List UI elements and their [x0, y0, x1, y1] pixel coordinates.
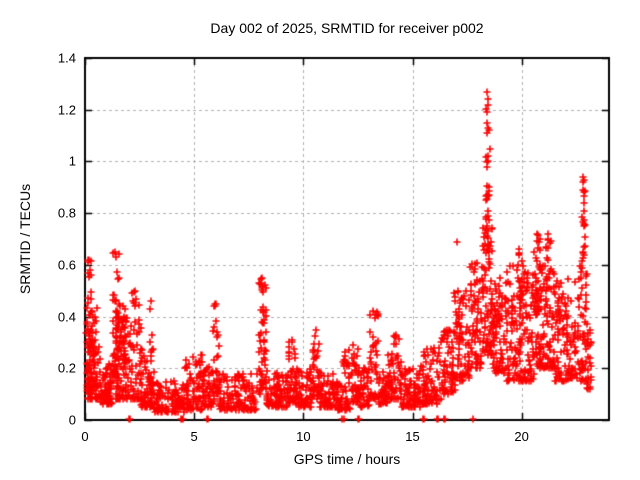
x-tick-label: 15: [405, 429, 420, 444]
y-tick-label: 0.6: [57, 257, 76, 273]
y-tick-label: 1.4: [57, 50, 76, 66]
x-tick-label: 5: [190, 429, 198, 444]
y-tick-label: 1: [68, 153, 76, 169]
y-tick-label: 0.8: [57, 205, 76, 221]
x-tick-label: 20: [514, 429, 529, 444]
y-tick-label: 1.2: [57, 102, 76, 118]
y-axis-title: SRMTID / TECUs: [17, 183, 33, 295]
y-tick-label: 0: [68, 412, 76, 428]
y-tick-label: 0.4: [57, 309, 76, 325]
x-tick-label: 10: [296, 429, 311, 444]
x-axis-title: GPS time / hours: [293, 451, 401, 467]
x-tick-label: 0: [81, 429, 89, 444]
y-tick-label: 0.2: [57, 360, 76, 376]
chart-title: Day 002 of 2025, SRMTID for receiver p00…: [210, 20, 484, 36]
